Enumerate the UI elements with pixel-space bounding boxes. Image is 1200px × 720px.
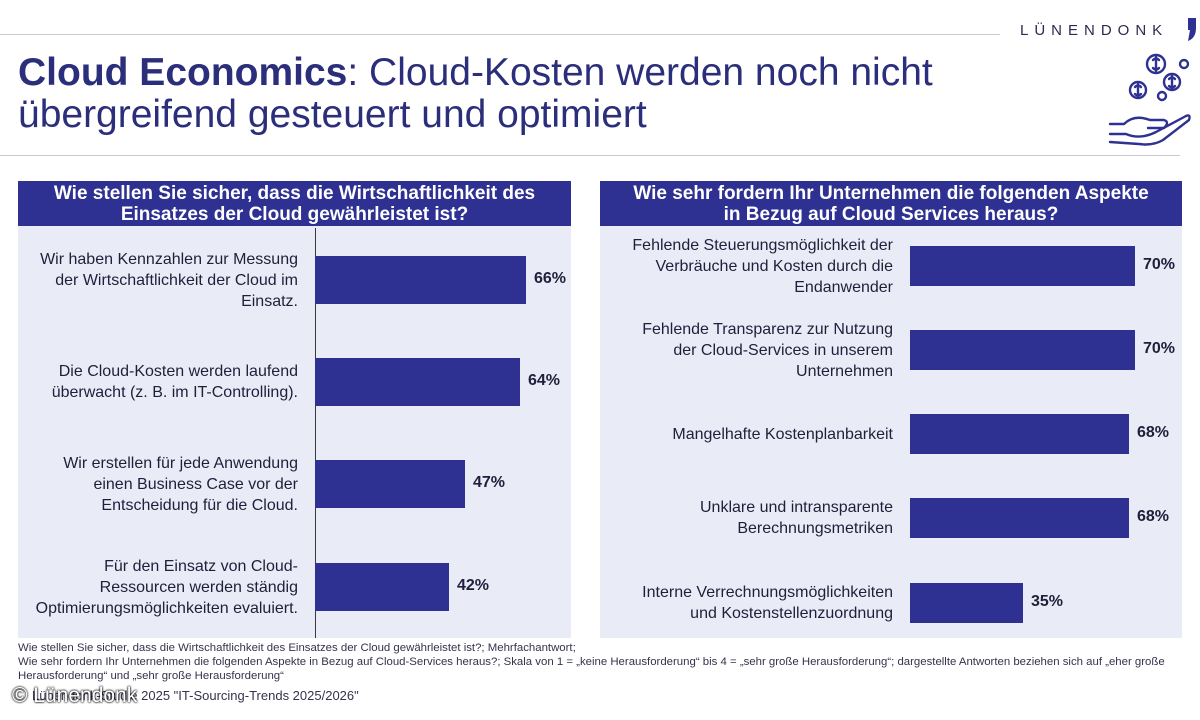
footnote: Wie stellen Sie sicher, dass die Wirtsch… [18, 641, 1178, 683]
chart-right-category-label: Unklare und intransparente Berechnungsmet… [603, 497, 893, 539]
source-note: Lünendonk-Studie 2025 "IT-Sourcing-Trend… [32, 688, 359, 703]
category-label-line: Wir erstellen für jede Anwendung [63, 454, 298, 472]
category-label-line: Die Cloud-Kosten werden laufend [58, 363, 298, 380]
chart-left-category-label: Wir erstellen für jede Anwendung einen Bu… [8, 453, 298, 516]
chart-right-bar [910, 583, 1023, 623]
category-label-line: Unternehmen [796, 362, 893, 380]
category-label-line: Endanwender [794, 278, 893, 296]
category-label-line: und Kostenstellenzuordnung [690, 605, 893, 622]
category-label-line: Berechnungsmetriken [737, 520, 893, 537]
chart-right-data-label: 68% [1137, 508, 1170, 525]
chart-left-title: Wie stellen Sie sicher, dass die Wirtsch… [18, 181, 571, 226]
page-title: Cloud Economics: Cloud-Kosten werden noc… [18, 52, 1108, 136]
category-label-line: Unklare und intransparente [699, 499, 893, 516]
chart-left-data-label: 66% [534, 270, 567, 287]
chart-right-bar [910, 498, 1129, 538]
category-label-line: Fehlende Steuerungsmöglichkeit der [632, 236, 893, 254]
chart-left-bar [315, 358, 520, 406]
category-label-line: Optimierungsmöglichkeiten evaluiert. [35, 599, 298, 617]
category-label-line: Einsatz. [241, 292, 298, 310]
chart-right-title: Wie sehr fordern Ihr Unternehmen die fol… [600, 181, 1182, 226]
chart-right-bar [910, 330, 1135, 370]
copyright-watermark: © Lünendonk [12, 684, 138, 707]
category-label-line: der Cloud-Services in unserem [673, 341, 893, 359]
category-label-line: Fehlende Transparenz zur Nutzung [642, 320, 893, 338]
footnote-line: Wie sehr fordern Ihr Unternehmen die fol… [18, 656, 1165, 682]
chart-right-category-label: Interne Verrechnungsmöglichkeiten und Kos… [603, 582, 893, 624]
chart-left-bar [315, 460, 465, 508]
logo-comma-mark [1188, 18, 1196, 41]
chart-left-category-label: Die Cloud-Kosten werden laufend überwacht… [8, 361, 298, 403]
chart-left-axis [315, 228, 316, 638]
chart-right-category-label: Fehlende Steuerungsmöglichkeit der Verbrä… [603, 235, 893, 298]
title-divider [0, 155, 1180, 156]
brand-logo: LÜNENDONK [1020, 22, 1169, 39]
chart-left-data-label: 47% [473, 474, 506, 491]
chart-right-data-label: 35% [1031, 593, 1064, 610]
category-label-line: überwacht (z. B. im IT-Controlling). [51, 384, 298, 401]
category-label-line: einen Business Case vor der [93, 475, 298, 493]
footnote-line: Wie stellen Sie sicher, dass die Wirtsch… [18, 642, 576, 654]
chart-left-title-line: Wie stellen Sie sicher, dass die Wirtsch… [53, 183, 536, 204]
chart-left-bar [315, 563, 449, 611]
chart-left-category-label: Wir haben Kennzahlen zur Messung der Wirt… [8, 249, 298, 312]
chart-right-bar [910, 414, 1129, 454]
header-divider [0, 34, 1000, 35]
category-label-line: Für den Einsatz von Cloud- [104, 557, 298, 575]
chart-right-title-line: in Bezug auf Cloud Services heraus? [723, 204, 1059, 225]
chart-right-data-label: 70% [1143, 340, 1176, 357]
category-label-line: der Wirtschaftlichkeit der Cloud im [55, 271, 298, 289]
category-label-line: Entscheidung für die Cloud. [101, 496, 298, 514]
chart-right-category-label: Mangelhafte Kostenplanbarkeit [603, 424, 893, 445]
chart-left-bar [315, 256, 526, 304]
category-label-line: Ressourcen werden ständig [99, 578, 298, 596]
chart-right-title-line: Wie sehr fordern Ihr Unternehmen die fol… [633, 183, 1149, 204]
category-label-line: Wir haben Kennzahlen zur Messung [40, 250, 298, 268]
category-label-line: Mangelhafte Kostenplanbarkeit [672, 425, 893, 443]
chart-right-category-label: Fehlende Transparenz zur Nutzung der Clou… [603, 319, 893, 382]
chart-left-data-label: 64% [528, 372, 561, 389]
category-label-line: Interne Verrechnungsmöglichkeiten [642, 584, 893, 601]
chart-right-bar [910, 246, 1135, 286]
chart-left-data-label: 42% [457, 577, 490, 594]
hand-coins-icon [1108, 53, 1191, 146]
category-label-line: Verbräuche und Kosten durch die [655, 257, 894, 275]
chart-right-data-label: 68% [1137, 424, 1170, 441]
chart-left-category-label: Für den Einsatz von Cloud- Ressourcen wer… [8, 556, 298, 619]
title-rest: : Cloud-Kosten werden noch nicht übergre… [18, 51, 933, 136]
chart-left-title-line: Einsatzes der Cloud gewährleistet ist? [120, 204, 469, 225]
title-bold: Cloud Economics [18, 51, 348, 94]
chart-right-data-label: 70% [1143, 256, 1176, 273]
